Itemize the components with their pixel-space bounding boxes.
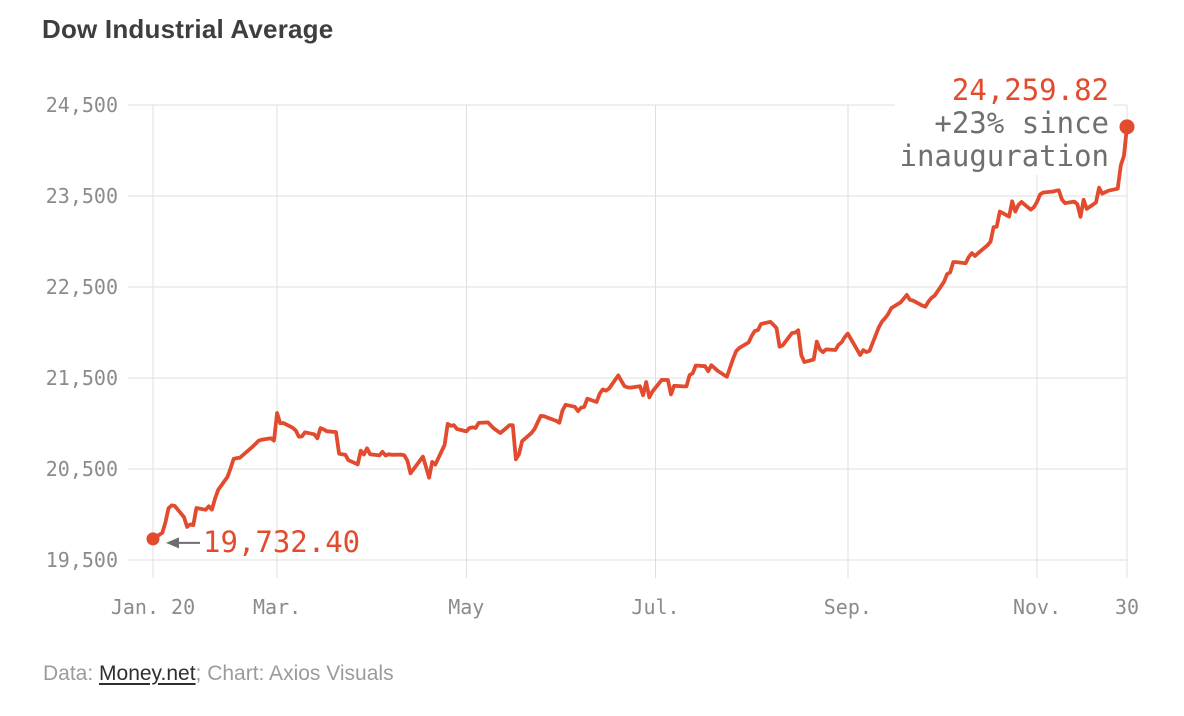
end-annotation: 24,259.82 +23% since inauguration bbox=[895, 72, 1113, 175]
y-tick-label: 20,500 bbox=[46, 457, 118, 481]
page-title: Dow Industrial Average bbox=[42, 14, 334, 44]
attribution: Data: Money.net; Chart: Axios Visuals bbox=[43, 662, 394, 686]
end-change-line1: +23% since bbox=[934, 106, 1109, 140]
end-point-dot bbox=[1119, 119, 1135, 135]
x-tick-label: Sep. bbox=[824, 595, 872, 619]
y-tick-label: 19,500 bbox=[46, 548, 118, 572]
x-tick-label: Jan. 20 bbox=[111, 595, 195, 619]
end-change-line2: inauguration bbox=[899, 139, 1109, 173]
start-value-label: 19,732.40 bbox=[203, 525, 361, 559]
footer-source-link[interactable]: Money.net bbox=[99, 662, 196, 685]
y-tick-label: 21,500 bbox=[46, 366, 118, 390]
y-tick-label: 22,500 bbox=[46, 275, 118, 299]
x-tick-label: Mar. bbox=[253, 595, 301, 619]
start-arrow-head bbox=[166, 537, 179, 549]
y-tick-label: 24,500 bbox=[46, 93, 118, 117]
end-value-label: 24,259.82 bbox=[951, 73, 1109, 107]
y-tick-label: 23,500 bbox=[46, 184, 118, 208]
x-tick-label: May bbox=[448, 595, 484, 619]
x-tick-label: Jul. bbox=[631, 595, 679, 619]
x-tick-label: 30 bbox=[1115, 595, 1139, 619]
footer-data-label: Data: bbox=[43, 662, 100, 685]
start-annotation: 19,732.40 bbox=[203, 526, 360, 559]
start-point-dot bbox=[146, 532, 160, 546]
dow-series-line bbox=[151, 125, 1129, 541]
footer-credit: ; Chart: Axios Visuals bbox=[195, 662, 394, 685]
x-tick-label: Nov. bbox=[1013, 595, 1061, 619]
